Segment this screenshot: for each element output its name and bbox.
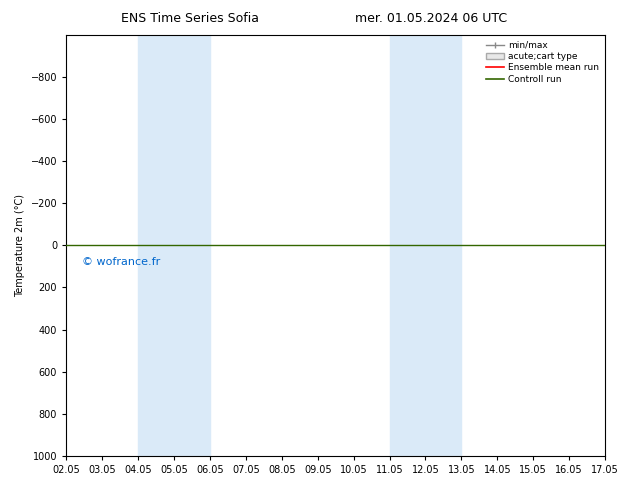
Bar — [389, 35, 462, 456]
Text: mer. 01.05.2024 06 UTC: mer. 01.05.2024 06 UTC — [355, 12, 507, 25]
Text: © wofrance.fr: © wofrance.fr — [82, 257, 160, 267]
Bar — [138, 35, 210, 456]
Text: ENS Time Series Sofia: ENS Time Series Sofia — [121, 12, 259, 25]
Y-axis label: Temperature 2m (°C): Temperature 2m (°C) — [15, 194, 25, 297]
Legend: min/max, acute;cart type, Ensemble mean run, Controll run: min/max, acute;cart type, Ensemble mean … — [484, 39, 600, 85]
